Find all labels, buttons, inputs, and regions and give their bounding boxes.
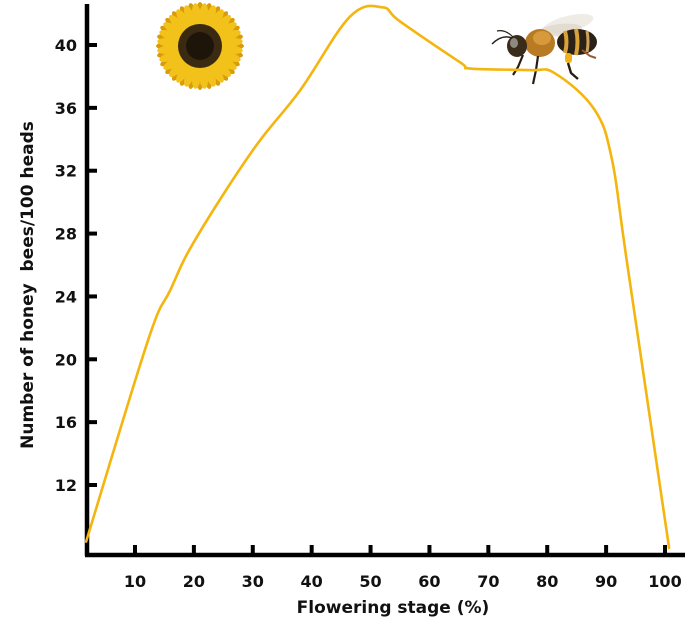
x-tick-label: 80 (536, 572, 558, 591)
y-tick-label: 24 (55, 287, 77, 306)
y-tick-label: 16 (55, 413, 77, 432)
x-tick-label: 10 (124, 572, 146, 591)
sunflower-icon (156, 2, 244, 90)
x-tick-label: 40 (301, 572, 323, 591)
x-tick-label: 90 (595, 572, 617, 591)
y-tick-label: 12 (55, 476, 77, 495)
y-tick-label: 40 (55, 36, 77, 55)
y-axis-title: Number of honey bees/100 heads (18, 121, 38, 449)
x-tick-label: 50 (359, 572, 381, 591)
honey-bee-count-line (84, 4, 671, 550)
y-axis: 12 16 20 24 28 32 36 40 (55, 4, 97, 556)
x-axis-title: Flowering stage (%) (297, 598, 490, 618)
y-tick-label: 32 (55, 162, 77, 181)
x-tick-label: 100 (648, 572, 681, 591)
y-tick-label: 28 (55, 225, 77, 244)
x-tick-label: 70 (477, 572, 499, 591)
x-tick-label: 60 (418, 572, 440, 591)
honey-bee-icon (491, 14, 597, 85)
y-tick-label: 20 (55, 350, 77, 369)
y-tick-label: 36 (55, 99, 77, 118)
x-axis: 10 20 30 40 50 60 70 80 90 100 (85, 545, 685, 591)
x-tick-label: 30 (242, 572, 264, 591)
x-tick-label: 20 (183, 572, 205, 591)
